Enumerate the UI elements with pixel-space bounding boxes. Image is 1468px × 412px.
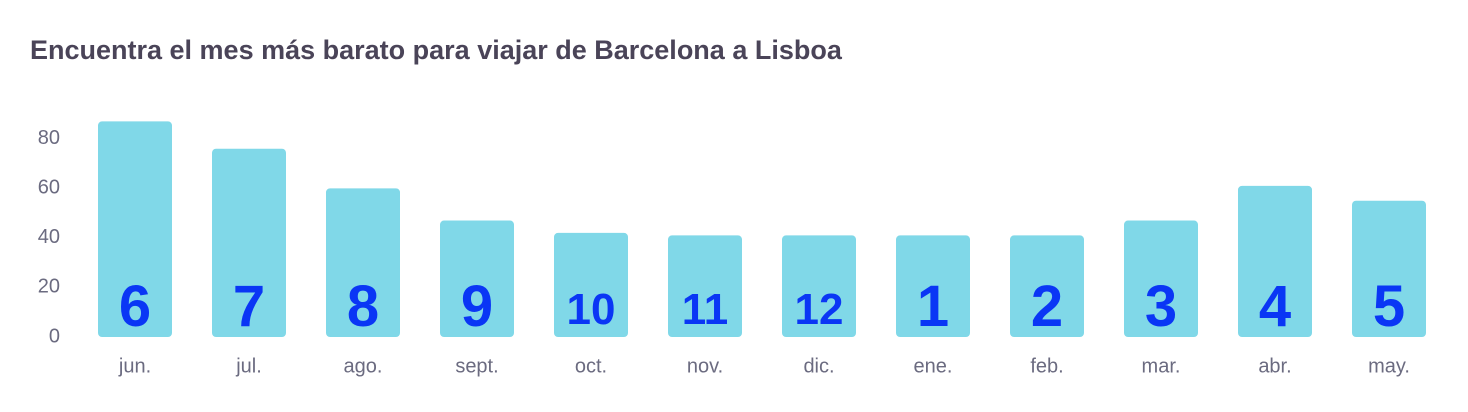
chart-title: Encuentra el mes más barato para viajar … (30, 35, 843, 65)
x-tick-label: nov. (687, 355, 723, 377)
x-tick-label: feb. (1030, 355, 1063, 377)
x-tick-label: jul. (235, 355, 262, 377)
x-tick-label: mar. (1142, 355, 1181, 377)
y-tick-label: 80 (38, 127, 60, 149)
month-number: 7 (233, 274, 265, 339)
x-tick-label: ago. (344, 355, 383, 377)
bar (1124, 220, 1198, 337)
bar (782, 235, 856, 337)
month-number: 1 (917, 274, 949, 339)
bar (1352, 200, 1426, 337)
month-number: 8 (347, 274, 379, 339)
bar (98, 121, 172, 337)
x-tick-label: ene. (914, 355, 953, 377)
bar (668, 235, 742, 337)
y-tick-label: 0 (49, 325, 60, 347)
y-tick-label: 40 (38, 226, 60, 248)
month-number: 2 (1031, 274, 1063, 339)
bar (896, 235, 970, 337)
month-number: 5 (1373, 274, 1405, 339)
x-tick-label: abr. (1258, 355, 1291, 377)
y-tick-label: 60 (38, 177, 60, 199)
bar (326, 188, 400, 337)
x-tick-label: oct. (575, 355, 607, 377)
month-number: 10 (567, 285, 616, 334)
bar (1238, 185, 1312, 337)
bar (1010, 235, 1084, 337)
month-number: 6 (119, 274, 151, 339)
x-tick-label: dic. (803, 355, 834, 377)
month-number: 11 (682, 285, 729, 334)
month-number: 9 (461, 274, 493, 339)
x-tick-label: may. (1368, 355, 1410, 377)
y-tick-label: 20 (38, 276, 60, 298)
month-number: 4 (1259, 274, 1291, 339)
bar (440, 220, 514, 337)
month-number: 12 (795, 285, 844, 334)
month-number: 3 (1145, 274, 1177, 339)
bar (554, 232, 628, 337)
x-tick-label: sept. (455, 355, 498, 377)
bar (212, 148, 286, 337)
x-tick-label: jun. (118, 355, 151, 377)
